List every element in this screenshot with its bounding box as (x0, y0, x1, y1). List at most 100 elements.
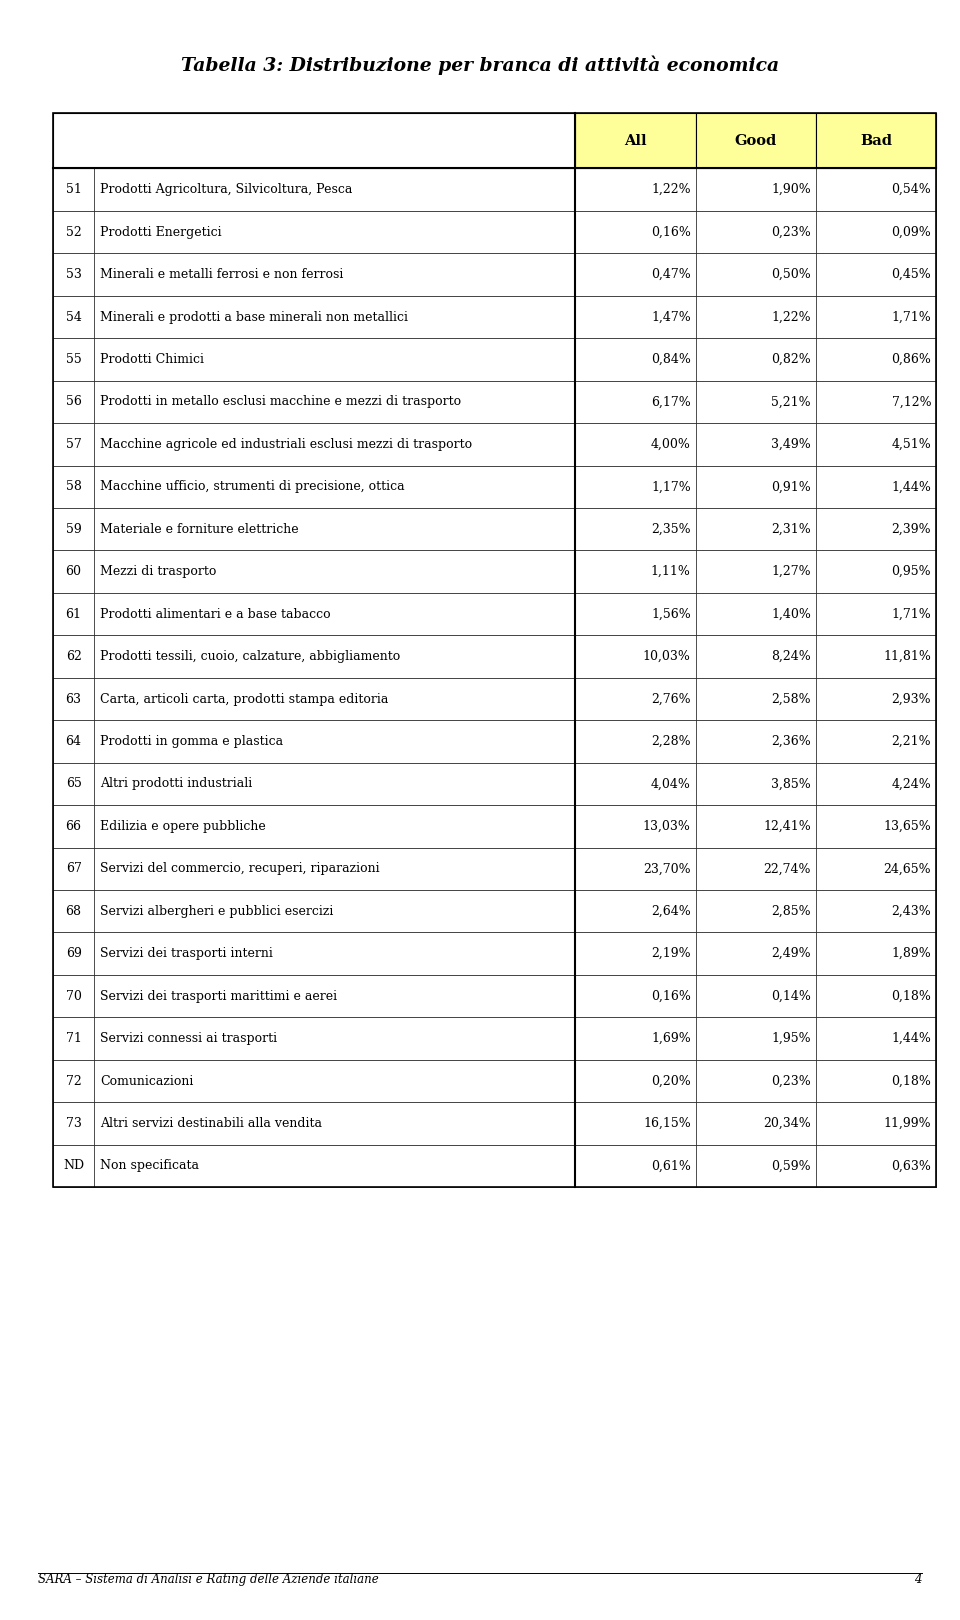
Bar (816, 211, 936, 253)
Bar (94, 847, 575, 889)
Bar (53, 423, 94, 465)
Bar (575, 1017, 696, 1059)
Text: Prodotti Energetici: Prodotti Energetici (100, 225, 222, 238)
Bar (94, 721, 575, 763)
Text: 0,18%: 0,18% (891, 1074, 931, 1087)
Bar (575, 465, 696, 509)
Bar (696, 1145, 816, 1187)
Bar (696, 211, 816, 253)
Text: 23,70%: 23,70% (643, 862, 691, 875)
Bar (94, 593, 575, 635)
Bar (696, 509, 816, 551)
Bar (575, 763, 696, 805)
Bar (696, 465, 816, 509)
Text: 2,76%: 2,76% (651, 692, 691, 706)
Text: 0,16%: 0,16% (651, 225, 691, 238)
Text: 8,24%: 8,24% (771, 650, 811, 663)
Bar (575, 168, 696, 211)
Bar (94, 1145, 575, 1187)
Text: Altri servizi destinabili alla vendita: Altri servizi destinabili alla vendita (100, 1116, 323, 1131)
Bar (53, 1017, 936, 1059)
Text: 0,23%: 0,23% (771, 1074, 811, 1087)
Bar (53, 211, 94, 253)
Bar (53, 635, 94, 677)
Bar (575, 1102, 696, 1145)
Text: 5,21%: 5,21% (771, 395, 811, 408)
Text: 1,71%: 1,71% (892, 608, 931, 620)
Text: 2,58%: 2,58% (771, 692, 811, 706)
Bar (94, 381, 575, 423)
Text: 0,59%: 0,59% (771, 1160, 811, 1173)
Bar (94, 211, 575, 253)
Text: 3,85%: 3,85% (771, 778, 811, 791)
Bar (53, 721, 936, 763)
Text: 55: 55 (65, 353, 82, 366)
Bar (53, 296, 936, 339)
Text: 0,45%: 0,45% (892, 267, 931, 282)
Bar (53, 805, 936, 847)
Text: 0,86%: 0,86% (891, 353, 931, 366)
Bar (816, 933, 936, 975)
Text: 0,82%: 0,82% (771, 353, 811, 366)
Bar (53, 1145, 936, 1187)
Bar (53, 465, 936, 509)
Bar (53, 381, 936, 423)
Text: Good: Good (734, 134, 777, 147)
Text: 0,84%: 0,84% (651, 353, 691, 366)
Bar (94, 509, 575, 551)
Bar (53, 763, 936, 805)
Text: 2,36%: 2,36% (771, 735, 811, 748)
Bar (696, 381, 816, 423)
Bar (94, 677, 575, 721)
Bar (94, 168, 575, 211)
Text: Servizi albergheri e pubblici esercizi: Servizi albergheri e pubblici esercizi (100, 904, 333, 919)
Text: 1,90%: 1,90% (771, 183, 811, 196)
Bar (94, 1102, 575, 1145)
Bar (696, 253, 816, 296)
Text: 54: 54 (65, 311, 82, 324)
Bar (94, 635, 575, 677)
Bar (94, 465, 575, 509)
Text: 53: 53 (65, 267, 82, 282)
Bar (575, 933, 696, 975)
Bar (575, 593, 696, 635)
Bar (696, 113, 816, 168)
Bar (575, 889, 696, 933)
Text: 0,09%: 0,09% (892, 225, 931, 238)
Bar (53, 847, 936, 889)
Text: 66: 66 (65, 820, 82, 833)
Bar (53, 635, 936, 677)
Bar (696, 1102, 816, 1145)
Text: All: All (624, 134, 647, 147)
Text: 60: 60 (65, 565, 82, 578)
Bar (53, 509, 936, 551)
Text: 52: 52 (65, 225, 82, 238)
Bar (53, 1145, 94, 1187)
Bar (53, 509, 94, 551)
Bar (94, 423, 575, 465)
Text: 59: 59 (65, 523, 82, 536)
Bar (94, 975, 575, 1017)
Bar (94, 1059, 575, 1102)
Bar (696, 1017, 816, 1059)
Bar (696, 296, 816, 339)
Bar (94, 889, 575, 933)
Bar (53, 339, 936, 381)
Text: Minerali e prodotti a base minerali non metallici: Minerali e prodotti a base minerali non … (100, 311, 408, 324)
Bar (696, 847, 816, 889)
Bar (696, 805, 816, 847)
Bar (816, 889, 936, 933)
Bar (53, 847, 94, 889)
Text: 1,47%: 1,47% (651, 311, 691, 324)
Text: Edilizia e opere pubbliche: Edilizia e opere pubbliche (100, 820, 266, 833)
Text: Prodotti tessili, cuoio, calzature, abbigliamento: Prodotti tessili, cuoio, calzature, abbi… (100, 650, 400, 663)
Bar (53, 1059, 94, 1102)
Text: 1,95%: 1,95% (771, 1032, 811, 1045)
Bar (94, 805, 575, 847)
Bar (94, 763, 575, 805)
Bar (53, 889, 936, 933)
Text: 1,40%: 1,40% (771, 608, 811, 620)
Text: 1,69%: 1,69% (651, 1032, 691, 1045)
Text: 0,63%: 0,63% (891, 1160, 931, 1173)
Bar (53, 889, 94, 933)
